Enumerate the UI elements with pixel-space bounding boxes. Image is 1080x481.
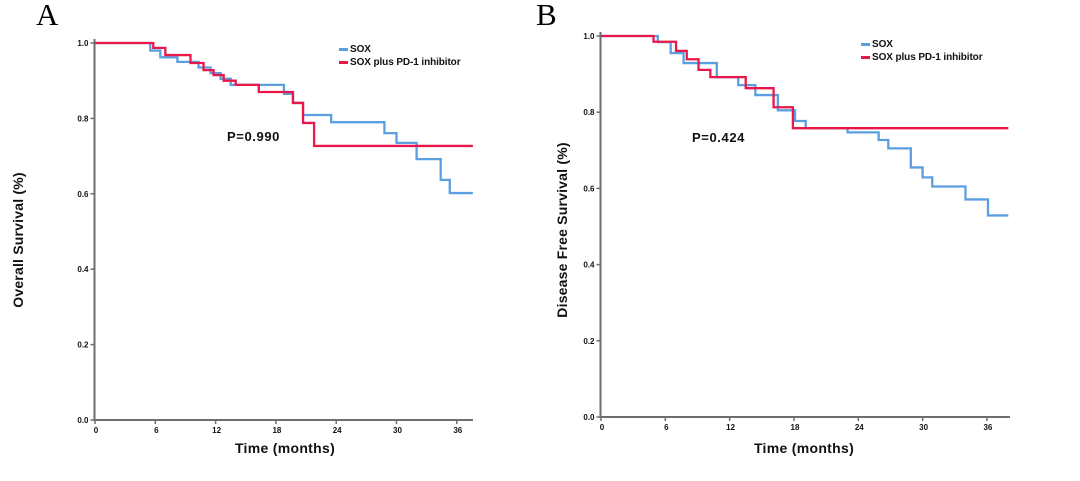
p-value-annotation: P=0.424 [692,130,745,145]
svg-text:30: 30 [919,423,928,432]
svg-text:36: 36 [983,423,992,432]
legend: SOX SOX plus PD-1 inhibitor [339,43,461,68]
disease-free-survival-plot: 0 6 12 18 24 30 36 0.0 0.2 0.4 0.6 0.8 1.0 [583,32,1010,432]
legend-item-sox: SOX [861,38,982,50]
legend-label-sox: SOX [350,43,371,55]
svg-text:24: 24 [855,423,864,432]
svg-text:1.0: 1.0 [583,32,595,41]
sox-pd1-line-swatch [339,60,348,64]
legend-label-sox-pd1: SOX plus PD-1 inhibitor [350,56,461,68]
svg-text:0.4: 0.4 [77,265,89,274]
svg-text:6: 6 [154,426,159,435]
sox-pd1-line-swatch [861,55,870,59]
svg-text:0.6: 0.6 [583,184,595,193]
panel-overall-survival: A 0 6 12 18 24 30 36 0.0 0.2 0.4 0.6 0.8 1.0 Overall… [10,0,473,456]
svg-text:0.0: 0.0 [583,413,595,422]
x-axis-title-time: Time (months) [234,440,336,456]
svg-text:18: 18 [791,423,800,432]
panel-b-letter: B [536,0,557,32]
panel-a-letter: A [36,0,59,32]
svg-text:0.8: 0.8 [583,108,595,117]
p-value-annotation: P=0.990 [227,129,280,144]
svg-text:0: 0 [600,423,605,432]
legend-label-sox-pd1: SOX plus PD-1 inhibitor [872,51,983,63]
svg-text:0.2: 0.2 [77,341,89,350]
svg-text:0.6: 0.6 [77,190,89,199]
sox-line-swatch [861,42,870,46]
svg-text:18: 18 [272,426,281,435]
legend-item-sox-pd1: SOX plus PD-1 inhibitor [339,56,461,68]
y-axis-title-overall-survival: Overall Survival (%) [10,172,26,308]
svg-text:12: 12 [726,423,735,432]
y-axis-title-disease-free-survival: Disease Free Survival (%) [554,142,570,318]
x-axis-title-time: Time (months) [753,440,855,456]
svg-text:0: 0 [94,426,99,435]
legend-label-sox: SOX [872,38,893,50]
legend-item-sox: SOX [339,43,460,55]
legend-item-sox-pd1: SOX plus PD-1 inhibitor [861,51,983,63]
panel-disease-free-survival: B 0 6 12 18 24 30 36 0.0 0.2 0.4 0.6 0.8 1.0 Disease… [536,0,1080,481]
overall-survival-plot: 0 6 12 18 24 30 36 0.0 0.2 0.4 0.6 0.8 1.0 [77,39,473,435]
svg-text:30: 30 [393,426,402,435]
svg-text:0.8: 0.8 [77,114,89,123]
legend: SOX SOX plus PD-1 inhibitor [861,38,983,63]
svg-text:0.0: 0.0 [77,416,89,425]
svg-text:1.0: 1.0 [77,39,89,48]
sox-line-swatch [339,47,348,51]
svg-text:36: 36 [453,426,462,435]
svg-text:6: 6 [664,423,669,432]
svg-text:24: 24 [333,426,342,435]
svg-text:0.2: 0.2 [583,337,595,346]
svg-text:12: 12 [212,426,221,435]
svg-text:0.4: 0.4 [583,261,595,270]
